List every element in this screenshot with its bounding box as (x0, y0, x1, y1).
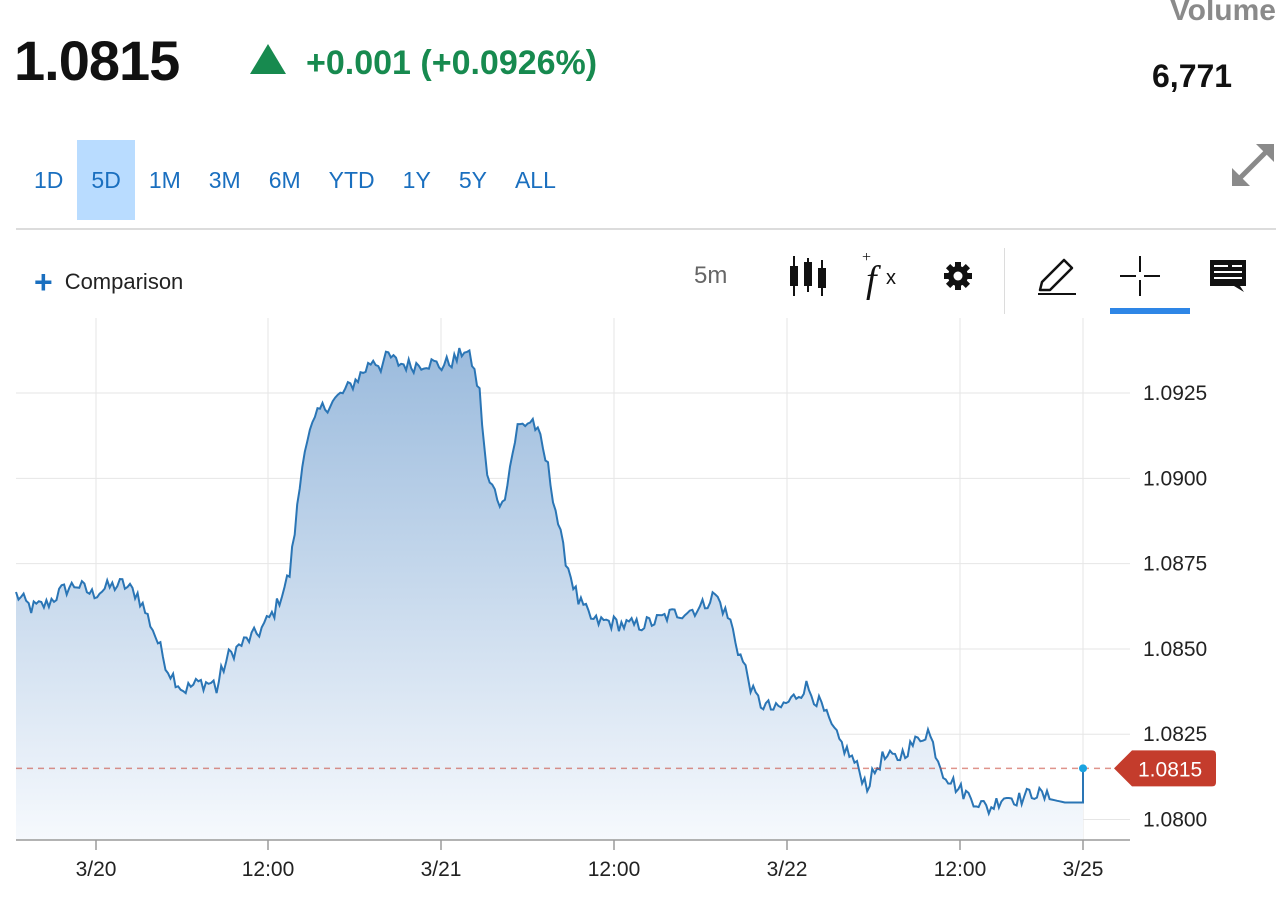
gear-icon[interactable] (934, 252, 982, 300)
x-tick-label: 12:00 (242, 858, 295, 881)
x-tick-label: 3/20 (76, 858, 117, 881)
plus-icon: + (34, 264, 53, 300)
interval-selector[interactable]: 5m (694, 262, 728, 289)
y-tick-label: 1.0925 (1143, 382, 1207, 405)
expand-icon[interactable] (1226, 138, 1280, 192)
x-tick-label: 3/25 (1063, 858, 1104, 881)
range-5d[interactable]: 5D (77, 140, 135, 220)
comparison-label: Comparison (64, 269, 184, 294)
range-3m[interactable]: 3M (208, 167, 241, 193)
crosshair-icon[interactable] (1116, 252, 1164, 300)
svg-text:f: f (866, 259, 881, 300)
last-price: 1.0815 (14, 29, 180, 92)
x-tick-label: 12:00 (588, 858, 641, 881)
toolbar-separator (1004, 248, 1005, 314)
svg-text:+: + (862, 252, 871, 266)
x-tick-label: 3/22 (767, 858, 808, 881)
range-1d[interactable]: 1D (34, 167, 64, 193)
range-1y[interactable]: 1Y (402, 167, 431, 193)
last-price-dot (1079, 764, 1087, 773)
active-tool-indicator (1110, 308, 1190, 314)
y-tick-label: 1.0850 (1143, 638, 1207, 661)
candlestick-icon[interactable] (784, 252, 832, 300)
svg-text:x: x (886, 267, 896, 289)
y-tick-label: 1.0800 (1143, 809, 1207, 832)
volume-value: 6,771 (1152, 58, 1233, 94)
price-line (15, 347, 1084, 817)
function-icon[interactable]: + f x (858, 252, 906, 300)
y-tick-label: 1.0825 (1143, 723, 1207, 746)
range-selector: 1D 5D 1M 3M 6M YTD 1Y 5Y ALL (20, 140, 570, 220)
range-all[interactable]: ALL (514, 167, 556, 193)
volume-label: Volume (1169, 0, 1276, 27)
comment-icon[interactable] (1204, 252, 1252, 300)
last-price-badge: 1.0815 (1114, 750, 1216, 787)
comparison-button[interactable]: + Comparison (34, 266, 183, 298)
last-price-label: 1.0815 (1138, 758, 1202, 781)
range-5y[interactable]: 5Y (458, 167, 487, 193)
y-tick-label: 1.0900 (1143, 467, 1207, 490)
range-6m[interactable]: 6M (268, 167, 301, 193)
y-tick-label: 1.0875 (1143, 553, 1207, 576)
header-divider (16, 228, 1276, 230)
range-ytd[interactable]: YTD (328, 167, 375, 193)
price-area (16, 348, 1083, 840)
range-1m[interactable]: 1M (148, 167, 181, 193)
up-arrow-icon (250, 44, 286, 74)
pencil-icon[interactable] (1032, 252, 1080, 300)
x-tick-label: 12:00 (934, 858, 987, 881)
price-chart[interactable]: 1.0815 1.0925 1.0900 1.0875 1.0850 1.0825 1.0… (0, 318, 1288, 902)
x-tick-label: 3/21 (421, 858, 462, 881)
price-change: +0.001 (+0.0926%) (306, 44, 598, 82)
